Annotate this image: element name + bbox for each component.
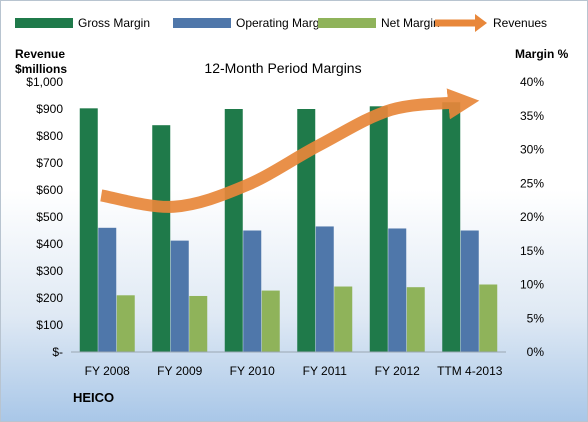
right-tick-label: 20% (520, 210, 544, 224)
x-tick-label: FY 2010 (230, 364, 275, 378)
bar-operating-margin (98, 227, 117, 352)
left-tick-label: $400 (36, 237, 63, 251)
legend-label-net-margin: Net Margin (381, 16, 440, 30)
legend-swatch-gross-margin (15, 18, 73, 28)
bars (79, 102, 498, 352)
bar-net-margin (189, 295, 208, 352)
legend-item-revenues: Revenues (435, 14, 547, 32)
company-label: HEICO (73, 390, 114, 405)
legend-label-operating-margin: Operating Margin (236, 16, 329, 30)
right-tick-label: 5% (527, 311, 545, 325)
bar-gross-margin (224, 109, 243, 352)
right-axis-title: Margin % (515, 47, 569, 61)
bar-gross-margin (152, 125, 171, 352)
legend-arrow-revenues (475, 14, 487, 32)
x-tick-label: FY 2012 (375, 364, 420, 378)
bar-operating-margin (460, 230, 479, 352)
legend-label-gross-margin: Gross Margin (78, 16, 150, 30)
legend: Gross Margin Operating Margin Net Margin… (15, 14, 547, 32)
left-tick-label: $1,000 (26, 75, 63, 89)
right-tick-label: 15% (520, 244, 544, 258)
legend-label-revenues: Revenues (493, 16, 547, 30)
right-tick-label: 35% (520, 109, 544, 123)
right-tick-label: 40% (520, 75, 544, 89)
bar-gross-margin (442, 102, 461, 352)
bar-gross-margin (79, 108, 98, 352)
left-axis-title-line2: $millions (15, 62, 67, 76)
legend-item-operating-margin: Operating Margin (173, 16, 329, 30)
left-axis-ticks: $- $100 $200 $300 $400 $500 $600 $700 $800 $900 $1… (26, 75, 63, 359)
bar-operating-margin (388, 228, 407, 352)
right-tick-label: 30% (520, 143, 544, 157)
bar-net-margin (334, 286, 353, 352)
right-axis-ticks: 0% 5% 10% 15% 20% 25% 30% 35% 40% (520, 75, 544, 359)
left-tick-label: $500 (36, 210, 63, 224)
chart-title: 12-Month Period Margins (204, 60, 361, 76)
bar-net-margin (116, 295, 135, 352)
left-axis-title-line1: Revenue (15, 47, 65, 61)
bar-operating-margin (243, 230, 262, 352)
left-tick-label: $800 (36, 129, 63, 143)
left-tick-label: $100 (36, 318, 63, 332)
bar-operating-margin (315, 226, 334, 352)
right-tick-label: 10% (520, 278, 544, 292)
left-tick-label: $300 (36, 264, 63, 278)
x-tick-label: FY 2009 (157, 364, 202, 378)
bar-gross-margin (369, 106, 388, 352)
bar-gross-margin (297, 109, 316, 352)
legend-swatch-operating-margin (173, 18, 231, 28)
left-tick-label: $600 (36, 183, 63, 197)
x-tick-label: TTM 4-2013 (437, 364, 503, 378)
bar-net-margin (479, 284, 498, 352)
x-axis-labels: FY 2008 FY 2009 FY 2010 FY 2011 FY 2012 TTM 4… (85, 364, 503, 378)
x-tick-label: FY 2008 (85, 364, 130, 378)
legend-item-net-margin: Net Margin (318, 16, 440, 30)
right-tick-label: 25% (520, 176, 544, 190)
bar-operating-margin (170, 240, 189, 352)
revenue-line (100, 88, 480, 213)
bar-net-margin (406, 287, 425, 352)
legend-item-gross-margin: Gross Margin (15, 16, 150, 30)
bar-net-margin (261, 290, 280, 352)
left-tick-label: $- (52, 345, 63, 359)
x-tick-label: FY 2011 (303, 364, 348, 378)
legend-swatch-net-margin (318, 18, 376, 28)
left-tick-label: $900 (36, 102, 63, 116)
left-tick-label: $700 (36, 156, 63, 170)
right-tick-label: 0% (527, 345, 545, 359)
left-tick-label: $200 (36, 291, 63, 305)
